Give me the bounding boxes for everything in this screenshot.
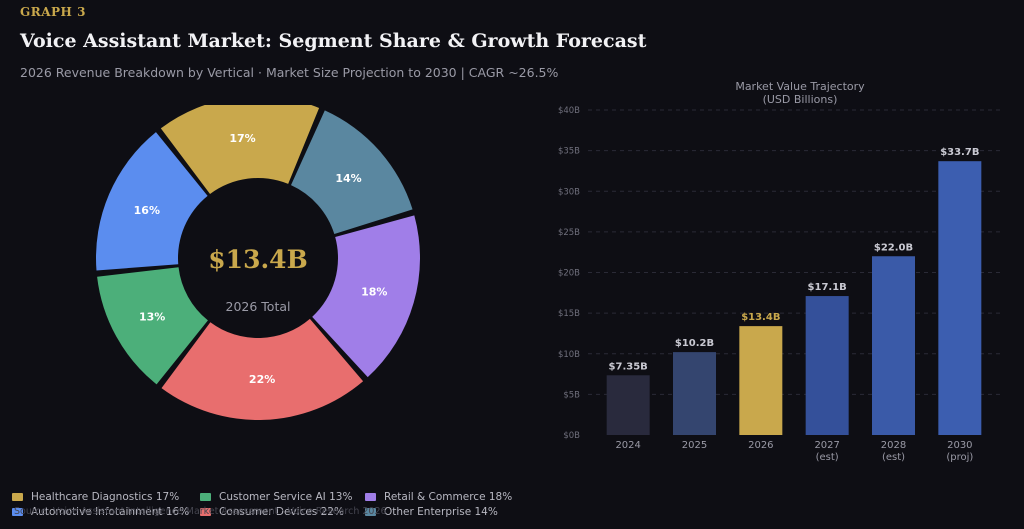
bar-value-label: $22.0B [874, 242, 913, 253]
bar-value-label: $13.4B [741, 312, 780, 323]
y-tick-label: $15B [558, 309, 580, 319]
bar-2027 [805, 296, 849, 435]
donut-center-value: $13.4B [208, 245, 307, 274]
x-tick-label: 2026 [748, 440, 773, 451]
legend-swatch [365, 493, 376, 501]
legend-item: Other Enterprise 14% [365, 505, 565, 519]
legend-swatch [12, 508, 23, 516]
bar-chart-subtitle: (USD Billions) [763, 93, 838, 106]
legend-item: Consumer Devices 22% [200, 505, 365, 519]
donut-slice-label-customer-service-ai: 13% [139, 311, 165, 324]
legend-label: Other Enterprise 14% [384, 506, 498, 518]
legend-label: Retail & Commerce 18% [384, 491, 513, 503]
x-tick-sublabel: (est) [882, 452, 905, 463]
y-tick-label: $10B [558, 350, 580, 360]
donut-slice-label-automotive-infotainment: 16% [134, 204, 160, 217]
legend-item: Healthcare Diagnostics 17% [12, 490, 200, 504]
donut-slice-customer-service-ai [97, 267, 208, 385]
legend-swatch [365, 508, 376, 516]
donut-slice-label-healthcare-diagnostics: 17% [229, 132, 255, 145]
donut-slice-retail-commerce [312, 215, 420, 378]
legend-label: Customer Service AI 13% [219, 491, 353, 503]
y-tick-label: $5B [563, 390, 580, 400]
x-tick-label: 2027 [814, 440, 839, 451]
legend-label: Consumer Devices 22% [219, 506, 344, 518]
y-tick-label: $25B [558, 228, 580, 238]
bar-2026 [739, 326, 783, 435]
donut-center-label: 2026 Total [226, 299, 291, 314]
y-tick-label: $20B [558, 269, 580, 279]
page-title: Voice Assistant Market: Segment Share & … [20, 30, 647, 52]
legend-item: Customer Service AI 13% [200, 490, 365, 504]
donut-slice-label-other-enterprise: 14% [335, 172, 361, 185]
donut-slice-consumer-devices [161, 318, 364, 420]
x-tick-label: 2030 [947, 440, 972, 451]
legend-swatch [12, 493, 23, 501]
donut-slice-healthcare-diagnostics [160, 105, 320, 194]
bar-chart: Market Value Trajectory(USD Billions) $0B… [558, 80, 1000, 463]
y-tick-label: $30B [558, 187, 580, 197]
bar-chart-title: Market Value Trajectory [735, 80, 865, 93]
donut-slice-label-consumer-devices: 22% [249, 373, 275, 386]
y-tick-label: $40B [558, 106, 580, 116]
donut-slice-label-retail-commerce: 18% [361, 285, 387, 298]
y-tick-label: $0B [563, 431, 580, 441]
x-tick-label: 2025 [682, 440, 707, 451]
donut-slice-automotive-infotainment [96, 132, 208, 271]
bar-2024 [606, 375, 650, 435]
bar-2030 [938, 161, 982, 435]
donut-chart: 17% 14% 18% 22% 13% 16% $13.4B 2026 Total [96, 105, 420, 420]
legend-item: Automotive Infotainment 16% [12, 505, 200, 519]
graph-label: GRAPH 3 [20, 5, 86, 19]
legend-label: Automotive Infotainment 16% [31, 506, 190, 518]
page-subtitle: 2026 Revenue Breakdown by Vertical · Mar… [20, 65, 559, 80]
bar-2028 [872, 256, 915, 435]
x-tick-sublabel: (est) [816, 452, 839, 463]
legend-label: Healthcare Diagnostics 17% [31, 491, 180, 503]
x-tick-label: 2024 [615, 440, 640, 451]
donut-legend: Healthcare Diagnostics 17% Customer Servi… [12, 490, 572, 519]
donut-slice-other-enterprise [290, 110, 413, 235]
legend-swatch [200, 493, 211, 501]
x-tick-sublabel: (proj) [946, 452, 973, 463]
bar-value-label: $17.1B [808, 282, 847, 293]
legend-swatch [200, 508, 211, 516]
bar-value-label: $7.35B [609, 361, 648, 372]
bar-value-label: $10.2B [675, 338, 714, 349]
source-footer: Source: Voice Assistant Intelligence Mar… [14, 506, 387, 517]
y-tick-label: $35B [558, 147, 580, 157]
legend-item: Retail & Commerce 18% [365, 490, 565, 504]
x-tick-label: 2028 [881, 440, 906, 451]
bar-value-label: $33.7B [940, 147, 979, 158]
bar-2025 [673, 352, 716, 435]
